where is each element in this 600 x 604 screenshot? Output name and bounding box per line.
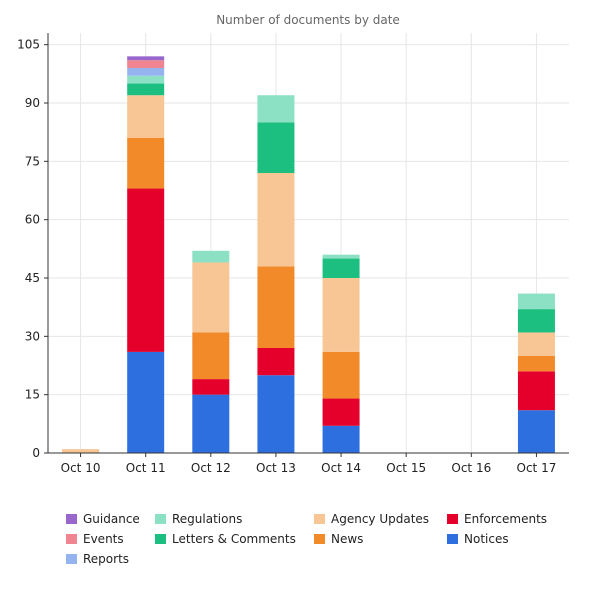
bar-segment-notices[interactable] bbox=[322, 425, 360, 453]
bar-segment-notices[interactable] bbox=[257, 375, 295, 453]
bar-segment-news[interactable] bbox=[192, 332, 230, 380]
legend-swatch bbox=[314, 514, 325, 524]
bars bbox=[62, 56, 555, 453]
x-tick-label: Oct 11 bbox=[126, 461, 166, 475]
bar-segment-enforcements[interactable] bbox=[127, 188, 165, 352]
legend-item-enforcements[interactable]: Enforcements bbox=[447, 512, 547, 526]
bar-segment-agency-updates[interactable] bbox=[192, 262, 230, 333]
bar-segment-regulations[interactable] bbox=[322, 254, 360, 259]
legend-swatch bbox=[314, 534, 325, 544]
y-tick-label: 30 bbox=[25, 329, 40, 343]
legend-label: Guidance bbox=[83, 512, 140, 526]
y-tick-label: 105 bbox=[17, 38, 40, 52]
y-tick-label: 90 bbox=[25, 96, 40, 110]
bar-segment-agency-updates[interactable] bbox=[517, 332, 555, 356]
bar-segment-enforcements[interactable] bbox=[192, 379, 230, 395]
legend-label: Events bbox=[83, 532, 124, 546]
bar-segment-letters-comments[interactable] bbox=[257, 122, 295, 173]
legend-label: News bbox=[331, 532, 363, 546]
y-tick-label: 45 bbox=[25, 271, 40, 285]
gridlines bbox=[48, 33, 569, 453]
legend-item-regulations[interactable]: Regulations bbox=[155, 512, 242, 526]
legend-item-events[interactable]: Events bbox=[66, 532, 124, 546]
legend-label: Agency Updates bbox=[331, 512, 429, 526]
bar-segment-news[interactable] bbox=[322, 351, 360, 399]
bar-segment-agency-updates[interactable] bbox=[322, 278, 360, 352]
bar-segment-notices[interactable] bbox=[192, 394, 230, 453]
bar-segment-enforcements[interactable] bbox=[257, 348, 295, 376]
x-tick-label: Oct 12 bbox=[191, 461, 231, 475]
bar-segment-notices[interactable] bbox=[517, 410, 555, 453]
x-tick-label: Oct 13 bbox=[256, 461, 296, 475]
axes: 0 15 30 45 60 75 90 105 Oct 10 Oct 11 Oct 12 Oct 13… bbox=[17, 33, 569, 475]
bar-segment-regulations[interactable] bbox=[127, 75, 165, 84]
y-tick-label: 75 bbox=[25, 154, 40, 168]
legend-item-reports[interactable]: Reports bbox=[66, 552, 129, 566]
bar-segment-agency-updates[interactable] bbox=[127, 95, 165, 138]
y-tick-label: 0 bbox=[32, 446, 40, 460]
bar-segment-reports[interactable] bbox=[127, 68, 165, 76]
legend-label: Notices bbox=[464, 532, 509, 546]
legend-label: Enforcements bbox=[464, 512, 547, 526]
legend: Guidance Regulations Agency Updates Enforce… bbox=[66, 512, 547, 566]
bar-segment-regulations[interactable] bbox=[257, 95, 295, 123]
legend-label: Letters & Comments bbox=[172, 532, 296, 546]
bar-segment-regulations[interactable] bbox=[192, 250, 230, 263]
bar-segment-notices[interactable] bbox=[127, 351, 165, 453]
bar-segment-enforcements[interactable] bbox=[517, 371, 555, 411]
legend-label: Reports bbox=[83, 552, 129, 566]
y-tick-label: 60 bbox=[25, 213, 40, 227]
bar-segment-agency-updates[interactable] bbox=[62, 449, 100, 453]
legend-swatch bbox=[66, 514, 77, 524]
bar-segment-letters-comments[interactable] bbox=[517, 309, 555, 333]
x-tick-label: Oct 17 bbox=[517, 461, 557, 475]
x-tick-label: Oct 10 bbox=[61, 461, 101, 475]
bar-segment-enforcements[interactable] bbox=[322, 398, 360, 426]
legend-swatch bbox=[447, 514, 458, 524]
bar-segment-regulations[interactable] bbox=[517, 293, 555, 310]
legend-swatch bbox=[155, 514, 166, 524]
legend-item-agency-updates[interactable]: Agency Updates bbox=[314, 512, 429, 526]
y-tick-label: 15 bbox=[25, 388, 40, 402]
bar-segment-letters-comments[interactable] bbox=[127, 83, 165, 96]
legend-label: Regulations bbox=[172, 512, 242, 526]
chart-title: Number of documents by date bbox=[216, 13, 400, 27]
legend-swatch bbox=[155, 534, 166, 544]
bar-segment-letters-comments[interactable] bbox=[322, 258, 360, 278]
bar-segment-news[interactable] bbox=[127, 138, 165, 189]
legend-swatch bbox=[66, 554, 77, 564]
legend-swatch bbox=[66, 534, 77, 544]
legend-item-guidance[interactable]: Guidance bbox=[66, 512, 140, 526]
x-tick-label: Oct 15 bbox=[386, 461, 426, 475]
bar-segment-events[interactable] bbox=[127, 60, 165, 68]
x-tick-label: Oct 16 bbox=[451, 461, 491, 475]
x-tick-label: Oct 14 bbox=[321, 461, 361, 475]
bar-segment-news[interactable] bbox=[517, 355, 555, 372]
bar-segment-agency-updates[interactable] bbox=[257, 173, 295, 267]
legend-swatch bbox=[447, 534, 458, 544]
bar-segment-news[interactable] bbox=[257, 266, 295, 348]
bar-segment-guidance[interactable] bbox=[127, 56, 165, 61]
legend-item-notices[interactable]: Notices bbox=[447, 532, 509, 546]
legend-item-letters-comments[interactable]: Letters & Comments bbox=[155, 532, 296, 546]
legend-item-news[interactable]: News bbox=[314, 532, 363, 546]
